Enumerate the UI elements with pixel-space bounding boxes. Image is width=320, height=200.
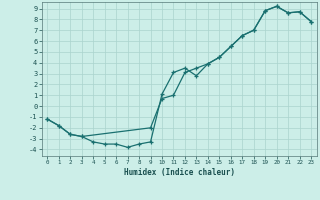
X-axis label: Humidex (Indice chaleur): Humidex (Indice chaleur) <box>124 168 235 177</box>
